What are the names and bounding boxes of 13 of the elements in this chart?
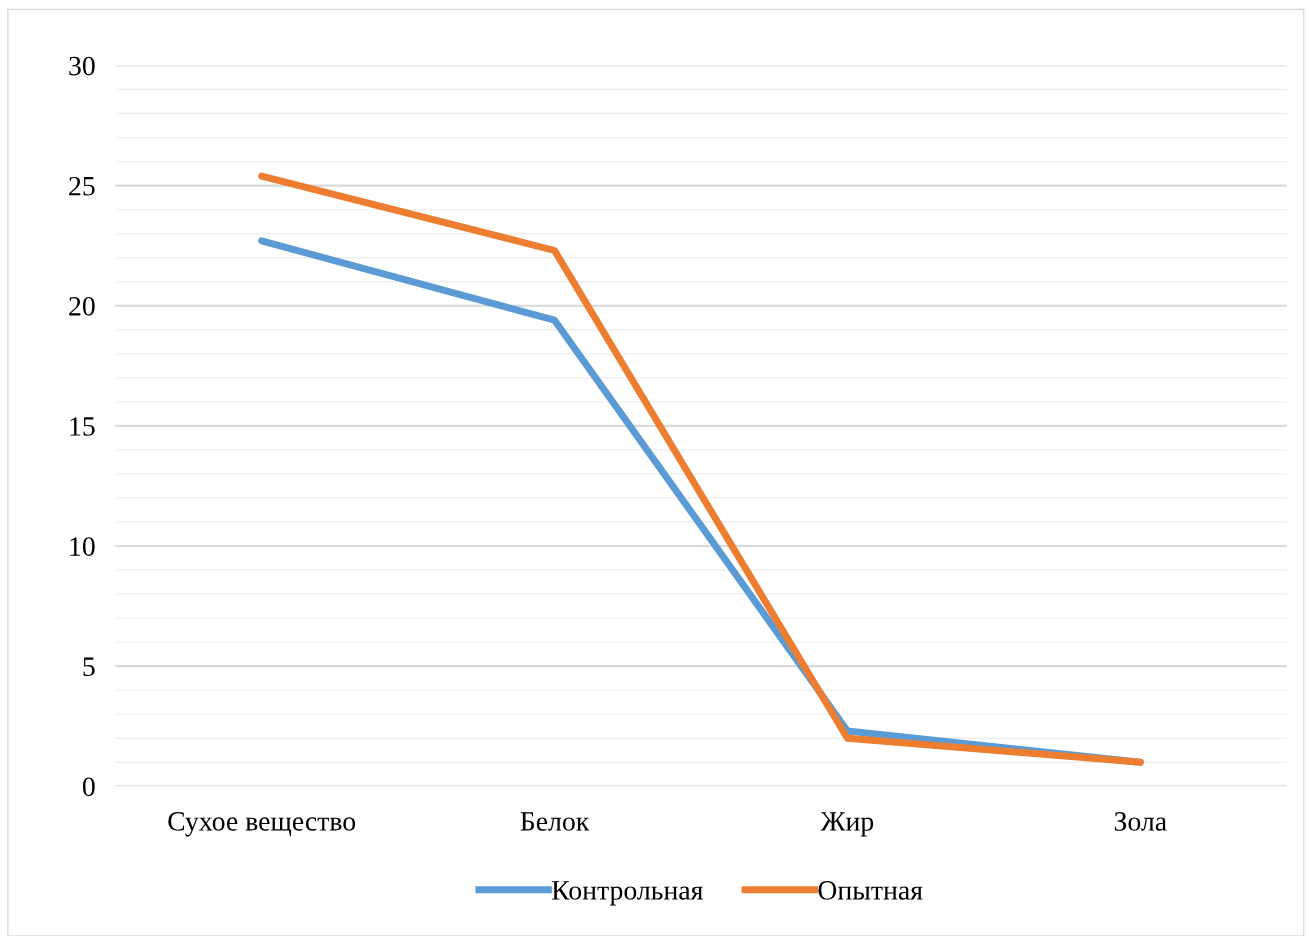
- y-tick-label: 15: [70, 417, 95, 436]
- y-tick-label: 0: [82, 777, 95, 797]
- y-tick-label: 5: [83, 657, 95, 677]
- x-tick-label: Жир: [820, 812, 874, 837]
- y-tick-label: 25: [69, 176, 95, 196]
- legend-label: Опытная: [818, 881, 923, 900]
- x-tick-label: Белок: [520, 812, 590, 831]
- y-tick-label: 30: [69, 56, 95, 76]
- y-tick-label: 20: [69, 296, 95, 316]
- y-tick-label: 10: [70, 537, 95, 556]
- x-tick-label: Зола: [1114, 812, 1167, 831]
- x-tick-label: Сухое вещество: [168, 812, 356, 837]
- legend-label: Контрольная: [551, 881, 703, 906]
